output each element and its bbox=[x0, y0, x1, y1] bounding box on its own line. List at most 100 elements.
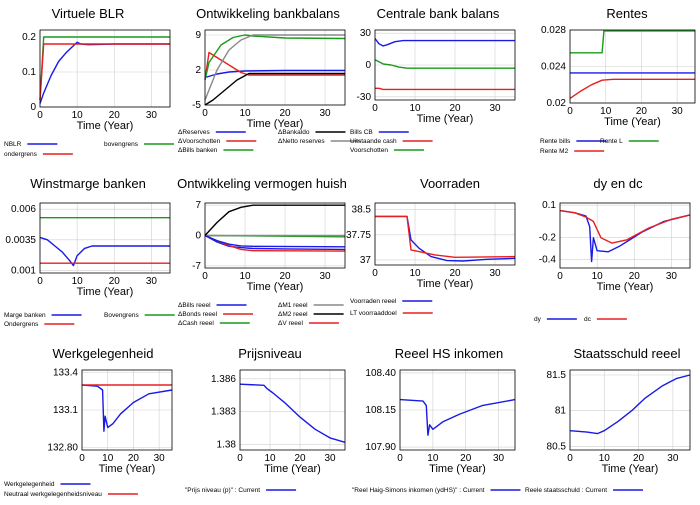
x-axis-label: Time (Year) bbox=[597, 281, 654, 293]
x-tick-label: 10 bbox=[600, 106, 612, 117]
series-line bbox=[39, 43, 170, 101]
chart-title: Virtuele BLR bbox=[52, 6, 125, 21]
x-tick-label: 10 bbox=[599, 453, 611, 464]
legend-label: ΔReserves bbox=[178, 129, 211, 136]
legend-label: Rente bills bbox=[540, 138, 571, 145]
series-line bbox=[204, 204, 345, 236]
y-tick-label: 0.2 bbox=[22, 32, 36, 43]
chart-title: Reeel HS inkomen bbox=[395, 346, 503, 361]
y-tick-label: 0.028 bbox=[541, 25, 566, 36]
series-line bbox=[204, 234, 346, 248]
y-tick-label: 0 bbox=[30, 102, 36, 113]
legend-label: bovengrens bbox=[104, 141, 139, 148]
x-tick-label: 0 bbox=[567, 106, 573, 117]
series-line bbox=[204, 234, 346, 251]
series-line bbox=[39, 36, 170, 101]
x-tick-label: 10 bbox=[427, 453, 439, 464]
x-tick-label: 20 bbox=[109, 110, 121, 121]
x-tick-label: 20 bbox=[633, 453, 645, 464]
x-tick-label: 10 bbox=[72, 110, 84, 121]
x-tick-label: 10 bbox=[239, 271, 251, 282]
x-tick-label: 0 bbox=[79, 453, 85, 464]
x-tick-label: 10 bbox=[72, 276, 84, 287]
x-tick-label: 20 bbox=[460, 453, 472, 464]
y-tick-label: 108.40 bbox=[365, 368, 396, 379]
y-tick-label: 0.001 bbox=[11, 266, 36, 277]
y-tick-label: 0.02 bbox=[547, 98, 567, 109]
chart-panel-11: Reeel HS inkomen 0 10 20 30 107.90 108.15 108.4… bbox=[352, 346, 521, 494]
x-axis-label: Time (Year) bbox=[247, 281, 304, 293]
x-axis-label: Time (Year) bbox=[429, 463, 486, 475]
x-axis-label: Time (Year) bbox=[77, 286, 134, 298]
y-tick-label: 1.386 bbox=[211, 374, 236, 385]
x-tick-label: 0 bbox=[372, 103, 378, 114]
x-tick-label: 0 bbox=[372, 268, 378, 279]
x-tick-label: 30 bbox=[319, 271, 331, 282]
plot-frame bbox=[569, 369, 691, 451]
chart-title: Ontwikkeling bankbalans bbox=[196, 6, 340, 21]
legend-label: ΔVoorschotten bbox=[178, 138, 221, 145]
y-tick-label: 0.0035 bbox=[5, 235, 36, 246]
x-tick-label: 20 bbox=[279, 108, 291, 119]
x-tick-label: 30 bbox=[672, 106, 684, 117]
chart-title: Werkgelegenheid bbox=[53, 346, 154, 361]
chart-title: Ontwikkeling vermogen huish bbox=[177, 176, 347, 191]
x-tick-label: 0 bbox=[202, 108, 208, 119]
y-tick-label: 132.80 bbox=[47, 443, 78, 454]
x-tick-label: 0 bbox=[567, 453, 573, 464]
x-axis-label: Time (Year) bbox=[264, 463, 321, 475]
legend-label: ΔCash reeel bbox=[178, 320, 214, 327]
y-tick-label: 38.5 bbox=[352, 205, 372, 216]
x-tick-label: 30 bbox=[489, 268, 501, 279]
legend-label: dc bbox=[584, 316, 592, 323]
y-tick-label: 0.1 bbox=[22, 67, 36, 78]
x-tick-label: 0 bbox=[557, 271, 563, 282]
x-tick-label: 20 bbox=[109, 276, 121, 287]
series-line bbox=[375, 215, 516, 258]
series-line bbox=[569, 78, 695, 99]
x-tick-label: 0 bbox=[237, 453, 243, 464]
x-tick-label: 20 bbox=[449, 103, 461, 114]
x-tick-label: 30 bbox=[146, 276, 158, 287]
y-tick-label: 0 bbox=[365, 60, 371, 71]
y-tick-label: -7 bbox=[192, 261, 201, 272]
plot-frame bbox=[81, 369, 173, 451]
plot-frame bbox=[39, 202, 171, 274]
y-tick-label: 133.4 bbox=[53, 368, 78, 379]
x-tick-label: 20 bbox=[294, 453, 306, 464]
legend-label: Voorschotten bbox=[350, 147, 388, 154]
chart-panel-10: Prijsniveau 0 10 20 30 1.38 1.383 1.386 Time (Ye… bbox=[185, 346, 346, 494]
legend-label: LT voorraaddoel bbox=[350, 310, 397, 317]
y-tick-label: 81 bbox=[555, 406, 567, 417]
chart-title: Winstmarge banken bbox=[30, 176, 146, 191]
x-tick-label: 30 bbox=[154, 453, 166, 464]
legend-label: Voorraden reeel bbox=[350, 298, 397, 305]
plot-frame bbox=[374, 202, 516, 266]
y-tick-label: -5 bbox=[192, 100, 201, 111]
x-tick-label: 20 bbox=[128, 453, 140, 464]
series-line bbox=[39, 41, 170, 104]
x-tick-label: 30 bbox=[324, 453, 336, 464]
x-tick-label: 20 bbox=[449, 268, 461, 279]
y-tick-label: 0.1 bbox=[542, 200, 556, 211]
y-tick-label: 37 bbox=[360, 255, 372, 266]
chart-panel-12: Staatsschuld reeel 0 10 20 30 80.5 81 81.5 Time … bbox=[525, 346, 691, 494]
plot-frame bbox=[399, 369, 516, 451]
legend-label: Uitstaande cash bbox=[350, 138, 397, 145]
x-tick-label: 20 bbox=[279, 271, 291, 282]
chart-title: Prijsniveau bbox=[238, 346, 302, 361]
x-tick-label: 30 bbox=[667, 453, 679, 464]
series-line bbox=[399, 398, 516, 436]
x-tick-label: 10 bbox=[409, 268, 421, 279]
chart-title: Voorraden bbox=[420, 176, 480, 191]
legend-label: dy bbox=[534, 316, 542, 323]
x-tick-label: 30 bbox=[319, 108, 331, 119]
x-tick-label: 10 bbox=[409, 103, 421, 114]
plot-frame bbox=[39, 29, 171, 108]
x-tick-label: 30 bbox=[666, 271, 678, 282]
plot-frame bbox=[559, 202, 691, 269]
y-tick-label: 0 bbox=[195, 231, 201, 242]
